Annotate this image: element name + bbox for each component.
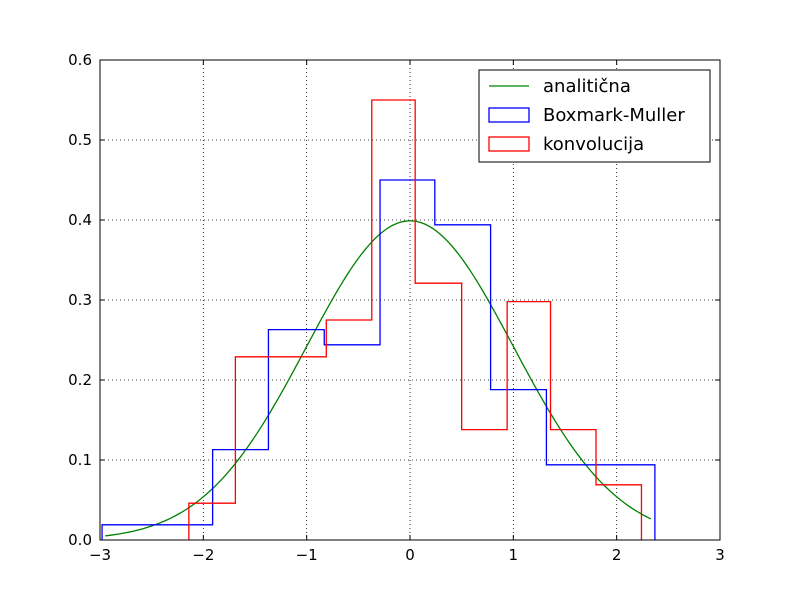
- histogram-step-line: [188, 99, 643, 540]
- x-tick-label: −3: [89, 546, 111, 564]
- histogram-bin: [462, 430, 507, 540]
- legend-label: konvolucija: [543, 134, 644, 155]
- legend-box-swatch: [488, 136, 530, 152]
- histogram-bin: [507, 302, 550, 540]
- y-tick-label: 0.0: [68, 531, 92, 549]
- x-tick-label: 2: [612, 546, 622, 564]
- histogram-step-line: [101, 179, 656, 540]
- legend-item-boxmark-muller: Boxmark-Muller: [488, 105, 685, 126]
- legend: analitična Boxmark-Muller konvolucija: [478, 69, 711, 163]
- y-tick-label: 0.3: [68, 291, 92, 309]
- y-tick-label: 0.4: [68, 211, 92, 229]
- histogram-bin: [235, 357, 326, 540]
- histogram-bin: [551, 430, 596, 540]
- histogram-bin: [372, 100, 415, 540]
- y-tick-label: 0.5: [68, 131, 92, 149]
- density-curve: [105, 220, 652, 537]
- axis-ticks: −3 −2 −1 0 1 2 3 0.0 0.1 0.2 0.3 0.4 0.5 0.6: [68, 51, 725, 564]
- x-tick-label: −2: [192, 546, 214, 564]
- histogram-bin: [326, 320, 371, 540]
- x-tick-label: 1: [509, 546, 519, 564]
- legend-label: analitična: [543, 76, 631, 97]
- series-boxmark-muller: [101, 179, 656, 540]
- series-analiti-na: [105, 220, 652, 537]
- histogram-bin: [189, 503, 236, 540]
- legend-item-konvolucija: konvolucija: [488, 134, 644, 155]
- histogram-bin: [415, 283, 462, 540]
- x-tick-label: −1: [296, 546, 318, 564]
- y-tick-label: 0.6: [68, 51, 92, 69]
- legend-box: [478, 69, 711, 163]
- y-tick-label: 0.1: [68, 451, 92, 469]
- y-tick-label: 0.2: [68, 371, 92, 389]
- x-tick-label: 3: [715, 546, 725, 564]
- plot-series: [101, 99, 656, 540]
- legend-item-analiti-na: analitična: [489, 76, 631, 97]
- legend-label: Boxmark-Muller: [543, 105, 685, 126]
- series-konvolucija: [188, 99, 643, 540]
- legend-box-swatch: [488, 107, 530, 123]
- histogram-bin: [596, 485, 641, 540]
- x-tick-label: 0: [405, 546, 415, 564]
